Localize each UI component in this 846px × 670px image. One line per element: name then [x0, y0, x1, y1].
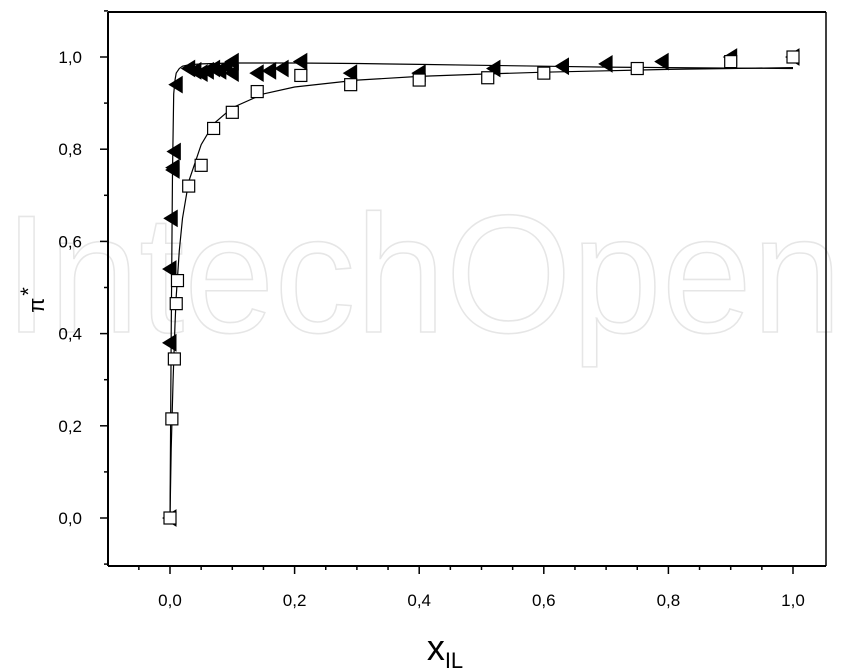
square-point — [481, 71, 495, 85]
data-points — [162, 48, 800, 527]
x-axis-title-subscript: IL — [445, 648, 463, 670]
triangle-point — [342, 64, 358, 83]
x-tick-label: 0,2 — [283, 591, 307, 610]
triangle-point — [654, 52, 669, 71]
y-tick-label: 0,2 — [58, 417, 82, 436]
square-point — [412, 73, 426, 87]
triangle-point — [598, 55, 613, 73]
square-point — [786, 50, 800, 64]
triangle-point — [274, 59, 289, 78]
square-point — [207, 121, 221, 136]
watermark: IntechOpen — [4, 180, 842, 368]
square-point — [182, 179, 196, 193]
x-tick-label: 1,0 — [781, 591, 805, 610]
triangle-point — [224, 64, 239, 83]
square-point — [169, 297, 183, 311]
triangle-point — [162, 260, 177, 278]
triangle-point — [249, 64, 264, 83]
square-point — [630, 61, 644, 76]
triangle-point — [168, 75, 183, 94]
triangle-point — [165, 158, 180, 177]
y-axis-title-superscript: * — [16, 287, 41, 296]
triangle-point — [261, 61, 277, 80]
x-tick-label: 0,4 — [407, 591, 431, 610]
square-point — [194, 158, 208, 172]
y-tick-label: 1,0 — [58, 48, 82, 67]
triangle-point — [166, 142, 181, 161]
triangle-point — [554, 57, 569, 76]
triangle-point — [163, 209, 178, 228]
square-point — [294, 68, 308, 83]
triangle-point — [162, 333, 177, 352]
triangle-point — [224, 52, 239, 71]
x-axis-title: xIL — [427, 627, 463, 670]
x-tick-label: 0,0 — [158, 591, 182, 610]
square-point — [344, 78, 358, 92]
x-tick-label: 0,6 — [532, 591, 556, 610]
square-point — [724, 55, 738, 69]
x-tick-label: 0,8 — [657, 591, 681, 610]
square-point — [537, 66, 551, 80]
square-point — [250, 84, 264, 99]
axes — [100, 10, 827, 574]
square-point — [167, 352, 181, 366]
square-point — [225, 105, 239, 119]
square-point — [163, 511, 177, 525]
triangle-point — [292, 52, 308, 71]
y-tick-label: 0,0 — [58, 509, 82, 528]
y-tick-label: 0,8 — [58, 140, 82, 159]
square-point — [170, 273, 185, 288]
square-point — [165, 412, 179, 426]
y-tick-label: 0,6 — [58, 232, 82, 251]
y-tick-label: 0,4 — [58, 325, 82, 344]
